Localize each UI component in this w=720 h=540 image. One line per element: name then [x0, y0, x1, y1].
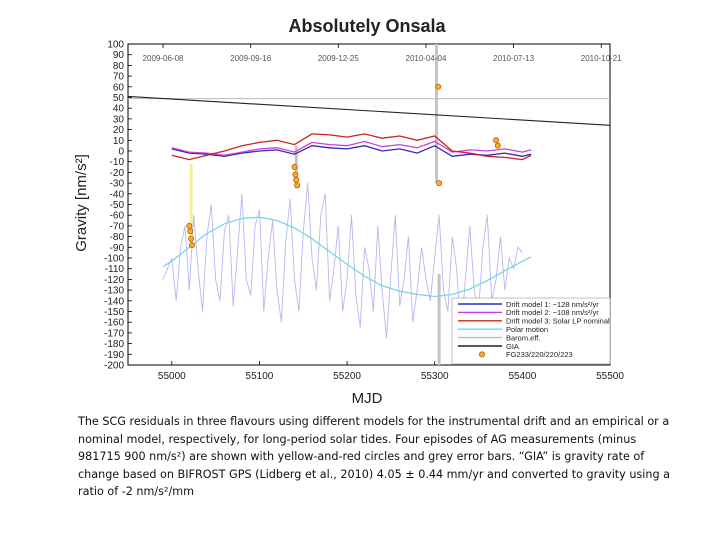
y-tick-label: 20 — [113, 125, 125, 136]
y-tick-label: -10 — [110, 157, 125, 168]
y-tick-label: 60 — [113, 82, 125, 93]
y-tick-label: -130 — [104, 286, 124, 297]
y-tick-label: 100 — [107, 40, 124, 51]
figure-caption: The SCG residuals in three flavours usin… — [78, 415, 670, 498]
x-tick-label: 55300 — [421, 371, 449, 382]
y-tick-label: 10 — [113, 136, 125, 147]
legend-label: GIA — [506, 342, 519, 351]
legend-marker — [478, 351, 485, 358]
top-date-label: 2009-12-25 — [318, 54, 359, 63]
y-tick-label: -40 — [110, 189, 125, 200]
y-tick-label: 40 — [113, 104, 125, 115]
y-tick-label: -50 — [110, 200, 125, 211]
ag-point — [291, 164, 298, 171]
ag-points-group — [186, 83, 501, 249]
top-date-label: 2009-09-16 — [230, 54, 271, 63]
legend-label: Polar motion — [506, 325, 548, 334]
y-tick-label: -110 — [105, 264, 125, 275]
y-tick-label: 90 — [113, 50, 125, 61]
series-line-2 — [171, 140, 532, 156]
legend-label: FG233/220/220/223 — [506, 350, 573, 359]
x-tick-label: 55400 — [508, 371, 536, 382]
top-date-label: 2009-06-08 — [143, 54, 184, 63]
y-tick-label: -60 — [110, 211, 125, 222]
legend-label: Barom.eff. — [506, 333, 540, 342]
ag-point — [294, 182, 301, 189]
axes: 1009080706050403020100-10-20-30-40-50-60… — [104, 40, 624, 383]
y-tick-label: 0 — [118, 147, 124, 158]
y-tick-label: -20 — [110, 168, 125, 179]
top-date-label: 2010-07-13 — [493, 54, 534, 63]
legend-label: Drift model 3: Solar LP nominal — [506, 317, 610, 326]
y-tick-label: -100 — [104, 254, 124, 265]
legend-box — [451, 297, 611, 365]
y-tick-label: -170 — [104, 328, 124, 339]
ag-point — [435, 83, 442, 90]
series-line-6 — [127, 95, 611, 126]
top-date-label: 2010-10-21 — [581, 54, 622, 63]
y-tick-label: -200 — [104, 361, 124, 372]
y-tick-label: 80 — [113, 61, 125, 72]
y-tick-label: -70 — [110, 221, 125, 232]
ag-point — [436, 180, 443, 187]
y-tick-label: -140 — [104, 296, 124, 307]
y-tick-label: -90 — [110, 243, 125, 254]
ag-point — [494, 142, 501, 149]
y-tick-label: 50 — [113, 93, 125, 104]
ag-point — [493, 137, 500, 144]
y-tick-label: -120 — [104, 275, 124, 286]
y-axis-label: Gravity [nm/s²] — [73, 154, 90, 252]
ag-point — [188, 242, 195, 249]
y-tick-label: 70 — [113, 72, 125, 83]
chart-title: Absolutely Onsala — [288, 16, 446, 36]
y-tick-label: 30 — [113, 114, 125, 125]
x-axis-label: MJD — [352, 390, 383, 407]
x-tick-label: 55500 — [596, 371, 624, 382]
x-tick-label: 55000 — [158, 371, 186, 382]
gravity-chart: Absolutely Onsala 1009080706050403020100… — [73, 16, 624, 407]
ag-point — [292, 171, 299, 178]
ag-point — [293, 176, 300, 183]
legend-label: Drift model 1: −128 nm/s²/yr — [506, 300, 599, 309]
y-tick-label: -80 — [110, 232, 125, 243]
series-line-4 — [162, 216, 532, 298]
y-tick-label: -150 — [104, 307, 124, 318]
y-tick-label: -160 — [104, 318, 124, 329]
y-tick-label: -190 — [104, 350, 124, 361]
y-tick-label: -30 — [110, 179, 125, 190]
series-line-3 — [171, 133, 532, 161]
legend-label: Drift model 2: −108 nm/s²/yr — [506, 308, 599, 317]
ag-point — [187, 228, 194, 235]
top-date-label: 2010-04-04 — [406, 54, 447, 63]
ag-point — [188, 235, 195, 242]
x-tick-label: 55100 — [246, 371, 274, 382]
y-tick-label: -180 — [104, 339, 124, 350]
ag-point — [186, 222, 193, 229]
x-tick-label: 55200 — [333, 371, 361, 382]
